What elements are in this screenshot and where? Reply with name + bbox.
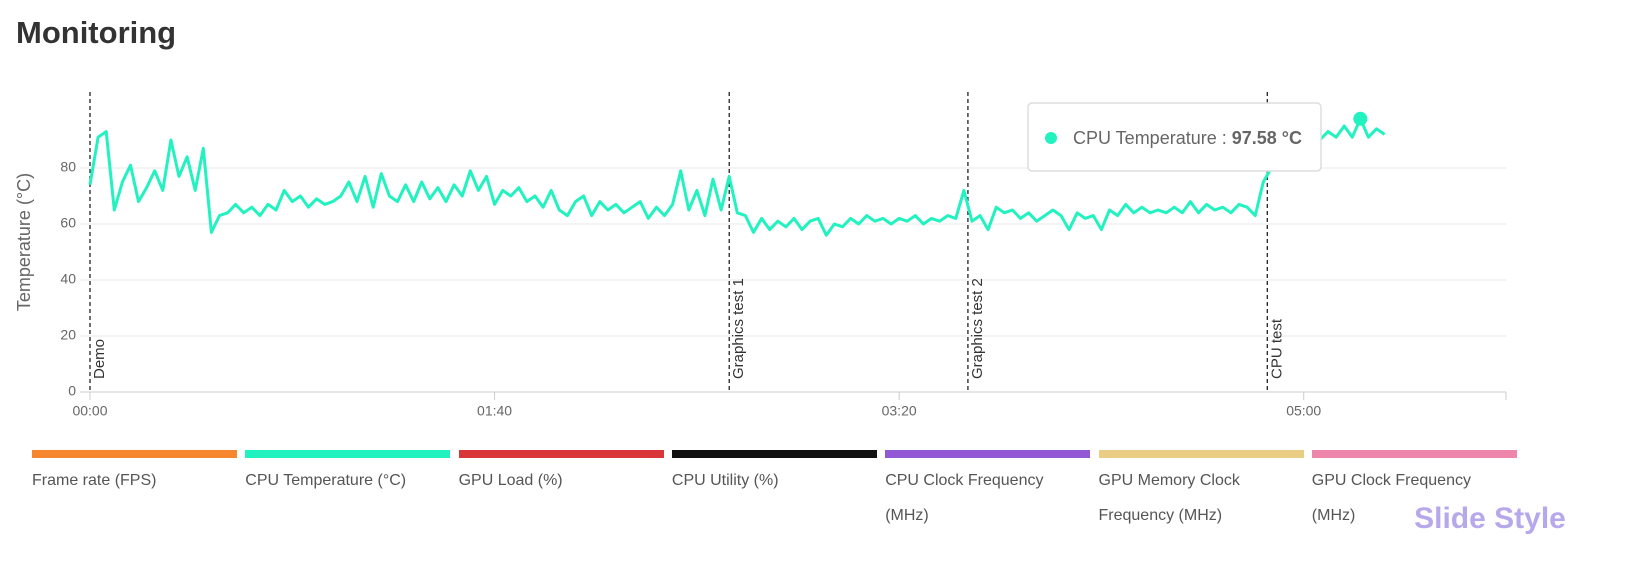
y-tick-label: 80 xyxy=(60,159,76,175)
legend-swatch xyxy=(32,450,237,458)
legend-item[interactable]: GPU Memory Clock Frequency (MHz) xyxy=(1098,450,1304,533)
legend-item[interactable]: GPU Clock Frequency (MHz) xyxy=(1311,450,1517,533)
tooltip-dot xyxy=(1045,132,1057,144)
legend-swatch xyxy=(458,450,664,458)
x-tick-label: 01:40 xyxy=(477,403,512,419)
legend-item[interactable]: GPU Load (%) xyxy=(458,450,664,498)
tooltip-label: CPU Temperature : xyxy=(1073,128,1227,148)
legend-item[interactable]: Frame rate (FPS) xyxy=(32,450,237,498)
x-tick-label: 00:00 xyxy=(72,403,107,419)
legend-swatch xyxy=(671,450,877,458)
tooltip-text: CPU Temperature :97.58 °C xyxy=(1073,128,1302,148)
legend-swatch xyxy=(245,450,451,458)
series-line xyxy=(88,117,1386,237)
y-tick-label: 40 xyxy=(60,271,76,287)
legend-label: GPU Clock Frequency (MHz) xyxy=(1311,472,1471,524)
legend-item[interactable]: CPU Utility (%) xyxy=(671,450,877,498)
plot-line-label: Graphics test 2 xyxy=(969,278,986,379)
legend-label: CPU Utility (%) xyxy=(671,472,779,489)
tooltip: CPU Temperature :97.58 °C xyxy=(1027,102,1322,172)
hover-marker xyxy=(1353,111,1368,126)
legend-label: GPU Load (%) xyxy=(458,472,563,489)
legend-label: CPU Temperature (°C) xyxy=(245,472,407,489)
y-tick-label: 60 xyxy=(60,215,76,231)
plot-line-label: CPU test xyxy=(1268,318,1285,379)
legend-swatch xyxy=(1311,450,1517,458)
title: Monitoring xyxy=(16,15,176,50)
x-tick-label: 05:00 xyxy=(1286,403,1321,419)
plot-line-label: Graphics test 1 xyxy=(730,278,747,379)
y-axis-label: Temperature (°C) xyxy=(14,173,34,311)
y-tick-label: 20 xyxy=(60,327,76,343)
x-tick-label: 03:20 xyxy=(882,403,917,419)
legend-label: Frame rate (FPS) xyxy=(32,472,157,489)
legend-swatch xyxy=(885,450,1091,458)
tooltip-value: 97.58 °C xyxy=(1232,128,1302,148)
legend-item[interactable]: CPU Temperature (°C) xyxy=(245,450,451,498)
legend-label: GPU Memory Clock Frequency (MHz) xyxy=(1098,472,1240,524)
legend-item[interactable]: CPU Clock Frequency (MHz) xyxy=(885,450,1091,533)
plot-line-label: Demo xyxy=(91,339,108,379)
tooltip-box xyxy=(1027,102,1322,172)
y-tick-label: 0 xyxy=(68,383,76,399)
watermark: Slide Style xyxy=(1414,502,1566,535)
legend-swatch xyxy=(1098,450,1304,458)
legend-label: CPU Clock Frequency (MHz) xyxy=(885,472,1044,524)
